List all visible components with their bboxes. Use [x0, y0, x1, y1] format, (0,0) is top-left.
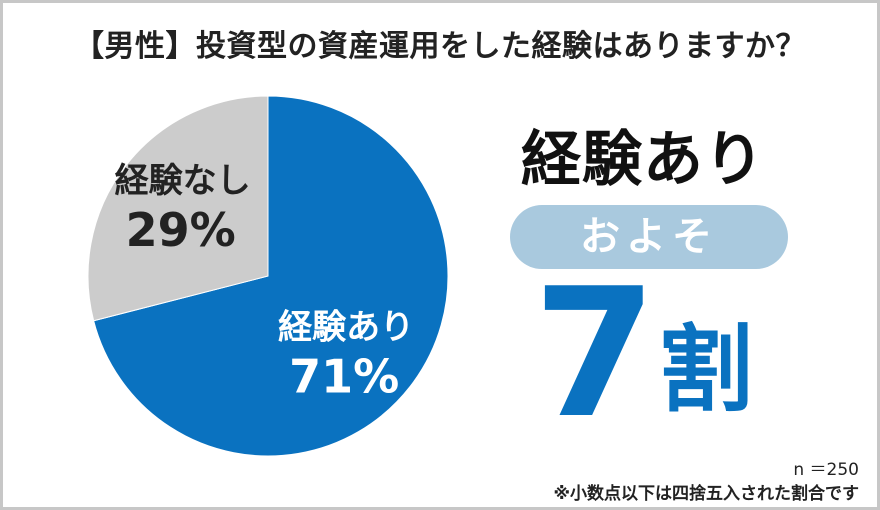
pie-slice-label-1: 経験なし — [115, 161, 251, 201]
chart-title: 【男性】投資型の資産運用をした経験はありますか？ — [74, 29, 806, 64]
pie-slice-1 — [87, 95, 269, 322]
pie-slice-0 — [93, 95, 449, 457]
highlight-headline: 経験あり — [521, 125, 765, 195]
pie-slice-label-0: 経験あり — [278, 307, 414, 347]
rounding-note: ※小数点以下は四捨五入された割合です — [553, 484, 859, 504]
pie-slice-value-1: 29% — [126, 203, 236, 257]
highlight-unit: 割 — [659, 316, 754, 425]
sample-size: n ＝250 — [793, 460, 859, 480]
pie-slice-value-0: 71% — [289, 349, 399, 403]
approx-pill: およそ — [510, 205, 788, 269]
highlight-number: 7 — [533, 250, 657, 457]
